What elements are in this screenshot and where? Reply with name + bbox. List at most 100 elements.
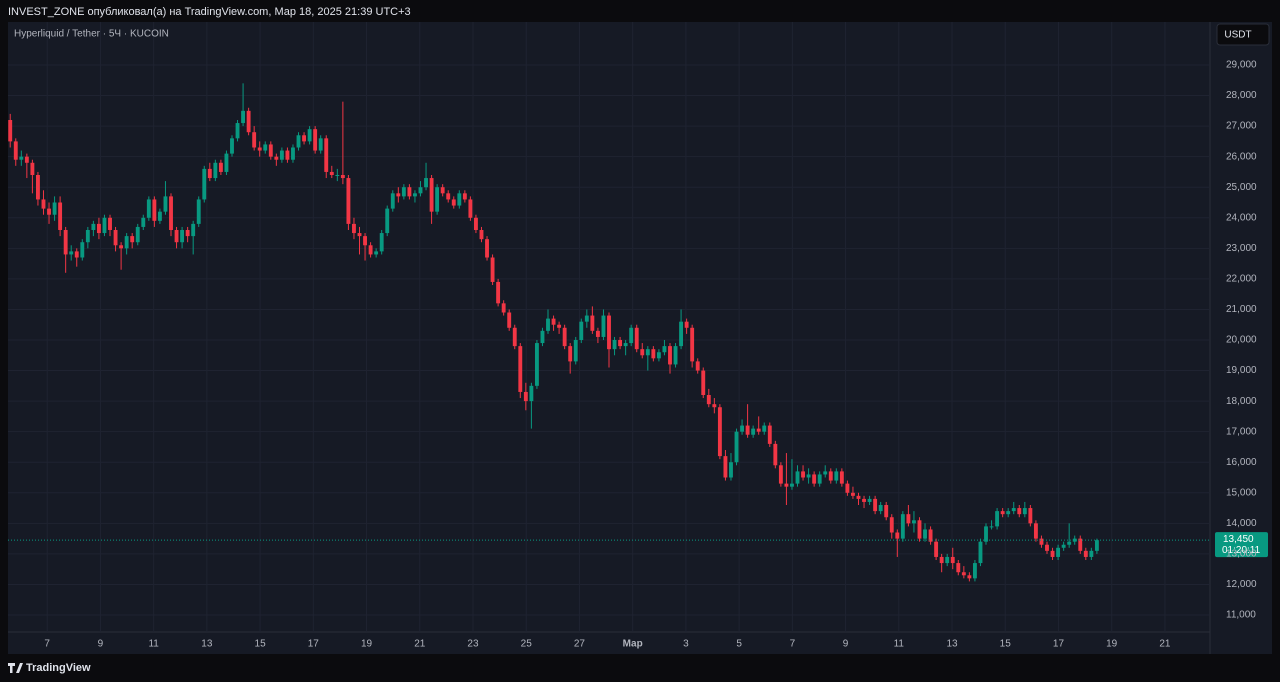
candle-body xyxy=(213,162,218,179)
y-tick-label: 26,000 xyxy=(1226,151,1257,162)
y-tick-label: 20,000 xyxy=(1226,335,1257,346)
candle-body xyxy=(340,174,345,179)
candle-body xyxy=(895,532,900,539)
y-tick-label: 23,000 xyxy=(1226,243,1257,254)
candle-body xyxy=(607,315,611,350)
y-tick-label: 18,000 xyxy=(1226,396,1257,407)
candle-body xyxy=(274,156,279,160)
y-tick-label: 15,000 xyxy=(1226,487,1257,498)
x-tick-label: 19 xyxy=(361,639,373,650)
candle-body xyxy=(1089,550,1094,557)
y-tick-label: 17,000 xyxy=(1226,426,1257,437)
candle-body xyxy=(257,147,262,151)
candle-body xyxy=(723,456,728,478)
candle-body xyxy=(318,138,323,151)
candle-body xyxy=(851,492,855,496)
symbol-legend: Hyperliquid / Tether · 5Ч · KUCOIN xyxy=(14,29,169,40)
x-tick-label: 21 xyxy=(414,639,426,650)
candle-body xyxy=(917,520,922,539)
y-tick-label: 19,000 xyxy=(1226,365,1257,376)
candle-body xyxy=(130,236,135,243)
candle-body xyxy=(296,135,301,148)
candle-body xyxy=(490,257,495,282)
candle-body xyxy=(8,119,13,142)
candle-body xyxy=(52,202,57,215)
candle-body xyxy=(834,471,839,481)
candle-body xyxy=(629,327,634,344)
candle-body xyxy=(668,346,672,365)
candle-body xyxy=(108,217,112,230)
candle-body xyxy=(157,211,162,221)
candle-body xyxy=(268,144,273,157)
candle-body xyxy=(141,217,146,227)
candle-body xyxy=(984,526,988,542)
candle-body xyxy=(1006,511,1011,515)
candle-body xyxy=(1083,550,1088,557)
candle-body xyxy=(934,541,939,557)
candle-body xyxy=(263,144,268,151)
candle-body xyxy=(1072,538,1077,542)
currency[interactable]: USDT xyxy=(1224,30,1251,41)
candle-body xyxy=(640,349,645,356)
candle-body xyxy=(817,474,822,484)
candle-body xyxy=(862,498,866,502)
candle-body xyxy=(729,462,733,478)
currency-box[interactable] xyxy=(1216,23,1270,46)
x-tick-label: 11 xyxy=(894,639,905,650)
y-tick-label: 13,000 xyxy=(1226,549,1257,560)
candle-body xyxy=(618,340,623,347)
y-tick-label: 11,000 xyxy=(1226,610,1256,621)
candle-body xyxy=(363,236,367,246)
candle-body xyxy=(30,162,35,175)
candle-body xyxy=(911,520,916,524)
candle-body xyxy=(91,223,96,230)
candle-body xyxy=(163,196,168,212)
candle-body xyxy=(823,471,828,475)
candle-body xyxy=(845,483,850,493)
candle-body xyxy=(956,563,961,573)
candle-body xyxy=(390,193,395,209)
candle-body xyxy=(13,141,18,160)
candle-body xyxy=(1000,511,1005,515)
candle-body xyxy=(1078,538,1083,551)
countdown: 01:20:11 xyxy=(1222,545,1261,556)
candle-body xyxy=(80,242,85,258)
candle-body xyxy=(856,495,861,499)
candle-body xyxy=(534,343,539,386)
candle-body xyxy=(662,346,667,353)
footer-brand: TradingView xyxy=(26,662,91,674)
candle-body xyxy=(584,315,589,322)
candle-body xyxy=(457,193,462,206)
candle-body xyxy=(146,199,151,218)
candle-body xyxy=(1056,547,1061,557)
candle-body xyxy=(313,129,318,151)
x-tick-label: 5 xyxy=(736,639,742,650)
candle-body xyxy=(135,226,140,243)
candle-body xyxy=(346,178,351,224)
candle-body xyxy=(1050,550,1055,557)
x-tick-label: 3 xyxy=(683,639,689,650)
candle-body xyxy=(568,346,573,362)
candle-body xyxy=(241,110,246,124)
candle-body xyxy=(512,327,517,347)
candle-body xyxy=(119,245,124,249)
candle-body xyxy=(645,349,650,356)
candle-body xyxy=(291,147,295,160)
candle-body xyxy=(47,208,51,215)
candle-body xyxy=(945,556,950,564)
y-tick-label: 28,000 xyxy=(1226,90,1257,101)
y-tick-label: 25,000 xyxy=(1226,182,1257,193)
candle-body xyxy=(85,229,90,243)
candle-body xyxy=(246,110,251,133)
grid xyxy=(8,22,1210,632)
candle-body xyxy=(706,395,711,405)
candles xyxy=(8,83,1099,582)
candle-body xyxy=(690,327,695,362)
candle-body xyxy=(601,315,606,337)
candle-body xyxy=(967,575,972,579)
candle-body xyxy=(96,223,101,234)
candle-body xyxy=(396,193,401,197)
x-tick-label: 13 xyxy=(201,639,213,650)
